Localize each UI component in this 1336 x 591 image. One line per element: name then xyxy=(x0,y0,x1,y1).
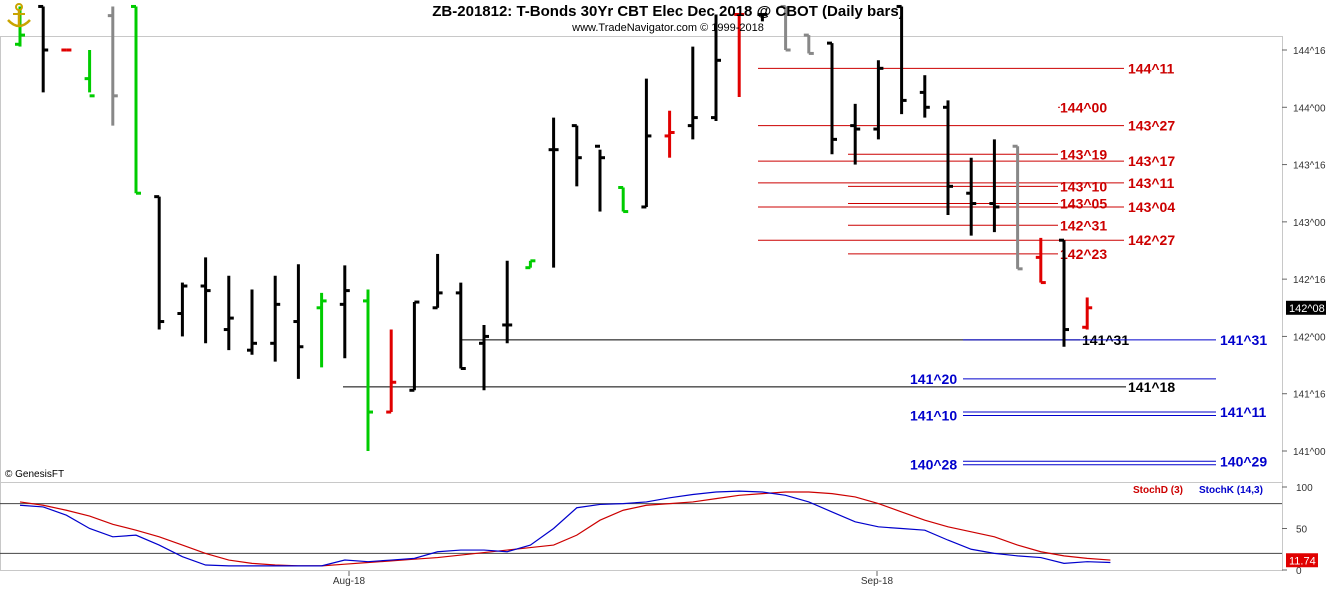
y-tick-label: 143^00 xyxy=(1293,218,1326,229)
stoch-line-k xyxy=(19,490,1111,567)
ohlc-bar xyxy=(525,259,536,270)
ohlc-bar xyxy=(316,292,327,368)
ohlc-bar xyxy=(409,300,420,392)
resistance-label: 143^27 xyxy=(1128,118,1175,134)
stoch-legend-label: StochK (14,3) xyxy=(1199,485,1263,496)
y-tick-label: 142^00 xyxy=(1293,332,1326,343)
ohlc-bar xyxy=(107,6,118,126)
resistance-label: 142^27 xyxy=(1128,232,1175,248)
resistance-label: 144^11 xyxy=(1128,60,1175,76)
stoch-y-label: 50 xyxy=(1296,525,1308,536)
ohlc-bar xyxy=(850,103,861,165)
chart-subtitle: www.TradeNavigator.com © 1999-2018 xyxy=(572,22,764,34)
ohlc-bar xyxy=(827,41,837,155)
resistance-label: 142^23 xyxy=(1060,246,1107,262)
page-title: ZB-201812: T-Bonds 30Yr CBT Elec Dec 201… xyxy=(432,3,904,20)
ohlc-bar xyxy=(780,4,791,52)
stoch-panel-frame xyxy=(0,482,1283,571)
resistance-label: 143^19 xyxy=(1060,146,1107,162)
ohlc-bar xyxy=(873,60,884,140)
last-price-box xyxy=(1286,300,1326,315)
stoch-line-d xyxy=(19,491,1111,567)
y-tick-label: 141^00 xyxy=(1293,447,1326,458)
y-tick-label: 141^16 xyxy=(1293,390,1326,401)
ohlc-bar xyxy=(757,12,768,22)
ohlc-bar xyxy=(432,253,443,310)
ohlc-bar xyxy=(154,195,165,330)
ohlc-bar xyxy=(1035,237,1046,285)
ohlc-bar xyxy=(896,4,907,115)
ohlc-bar xyxy=(664,110,675,158)
ohlc-bar xyxy=(1082,297,1093,330)
x-tick-label: Sep-18 xyxy=(861,576,894,587)
ohlc-bar xyxy=(270,275,281,362)
ohlc-bar xyxy=(479,324,489,391)
ohlc-bar xyxy=(641,78,652,209)
ohlc-bar xyxy=(919,75,930,118)
resistance-label: 143^04 xyxy=(1128,199,1175,215)
ohlc-bar xyxy=(84,50,95,98)
ohlc-bar xyxy=(687,46,698,140)
stoch-y-label: 0 xyxy=(1296,566,1302,577)
ohlc-bar xyxy=(1059,238,1069,347)
stoch-y-label: 100 xyxy=(1296,483,1313,494)
ohlc-bar xyxy=(293,264,304,379)
ohlc-bar xyxy=(502,260,513,344)
ohlc-bar xyxy=(200,257,211,344)
last-price-label: 142^08 xyxy=(1289,303,1325,315)
support-label: 141^11 xyxy=(1220,404,1267,420)
x-tick-label: Aug-18 xyxy=(333,576,366,587)
ohlc-bar xyxy=(943,100,953,215)
ohlc-bar xyxy=(803,33,814,55)
resistance-label: 143^05 xyxy=(1060,196,1107,212)
resistance-label: 143^17 xyxy=(1128,153,1175,169)
ohlc-bar xyxy=(38,4,49,93)
y-tick-label: 143^16 xyxy=(1293,161,1326,172)
ohlc-bar xyxy=(386,329,397,414)
support-label: 140^28 xyxy=(910,457,957,473)
ohlc-bar xyxy=(989,139,1000,233)
stoch-last-box xyxy=(1286,553,1318,568)
ohlc-bar xyxy=(177,282,188,337)
ohlc-bar xyxy=(966,157,977,236)
y-tick-label: 144^16 xyxy=(1293,46,1326,57)
stoch-last-label: 11.74 xyxy=(1289,555,1316,567)
copyright-label: © GenesisFT xyxy=(5,469,65,480)
support-label: 141^10 xyxy=(910,407,957,423)
stoch-legend-label: StochD (3) xyxy=(1133,485,1183,496)
ohlc-bar xyxy=(711,14,721,122)
resistance-label: 143^11 xyxy=(1128,175,1175,191)
ohlc-bar xyxy=(363,289,373,451)
support-label: 141^20 xyxy=(910,371,957,387)
ohlc-bar xyxy=(223,275,234,351)
ohlc-bar xyxy=(131,4,141,195)
y-tick-label: 142^16 xyxy=(1293,275,1326,286)
resistance-label: 142^31 xyxy=(1060,217,1107,233)
ohlc-bar xyxy=(571,124,582,187)
anchor-logo-icon xyxy=(7,3,31,28)
support-label: 141^18 xyxy=(1128,379,1175,395)
ohlc-bar xyxy=(1012,144,1023,271)
support-label: 141^31 xyxy=(1220,332,1267,348)
ohlc-bar xyxy=(618,185,629,214)
resistance-label: 144^00 xyxy=(1060,99,1107,115)
ohlc-bar xyxy=(455,282,466,371)
ohlc-bar xyxy=(734,12,745,97)
ohlc-bar xyxy=(548,117,559,268)
y-tick-label: 144^00 xyxy=(1293,103,1326,114)
ohlc-bar xyxy=(595,144,605,212)
ohlc-bar xyxy=(339,265,350,359)
support-label: 140^29 xyxy=(1220,453,1267,469)
ohlc-bar xyxy=(247,289,257,355)
resistance-label: 143^10 xyxy=(1060,178,1107,194)
